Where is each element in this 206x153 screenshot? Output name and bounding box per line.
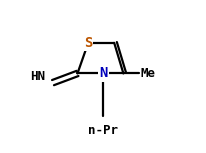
Text: HN: HN: [30, 70, 45, 83]
Text: Me: Me: [140, 67, 155, 80]
Text: N: N: [99, 66, 107, 80]
Text: n-Pr: n-Pr: [88, 124, 118, 136]
Text: S: S: [84, 36, 92, 50]
